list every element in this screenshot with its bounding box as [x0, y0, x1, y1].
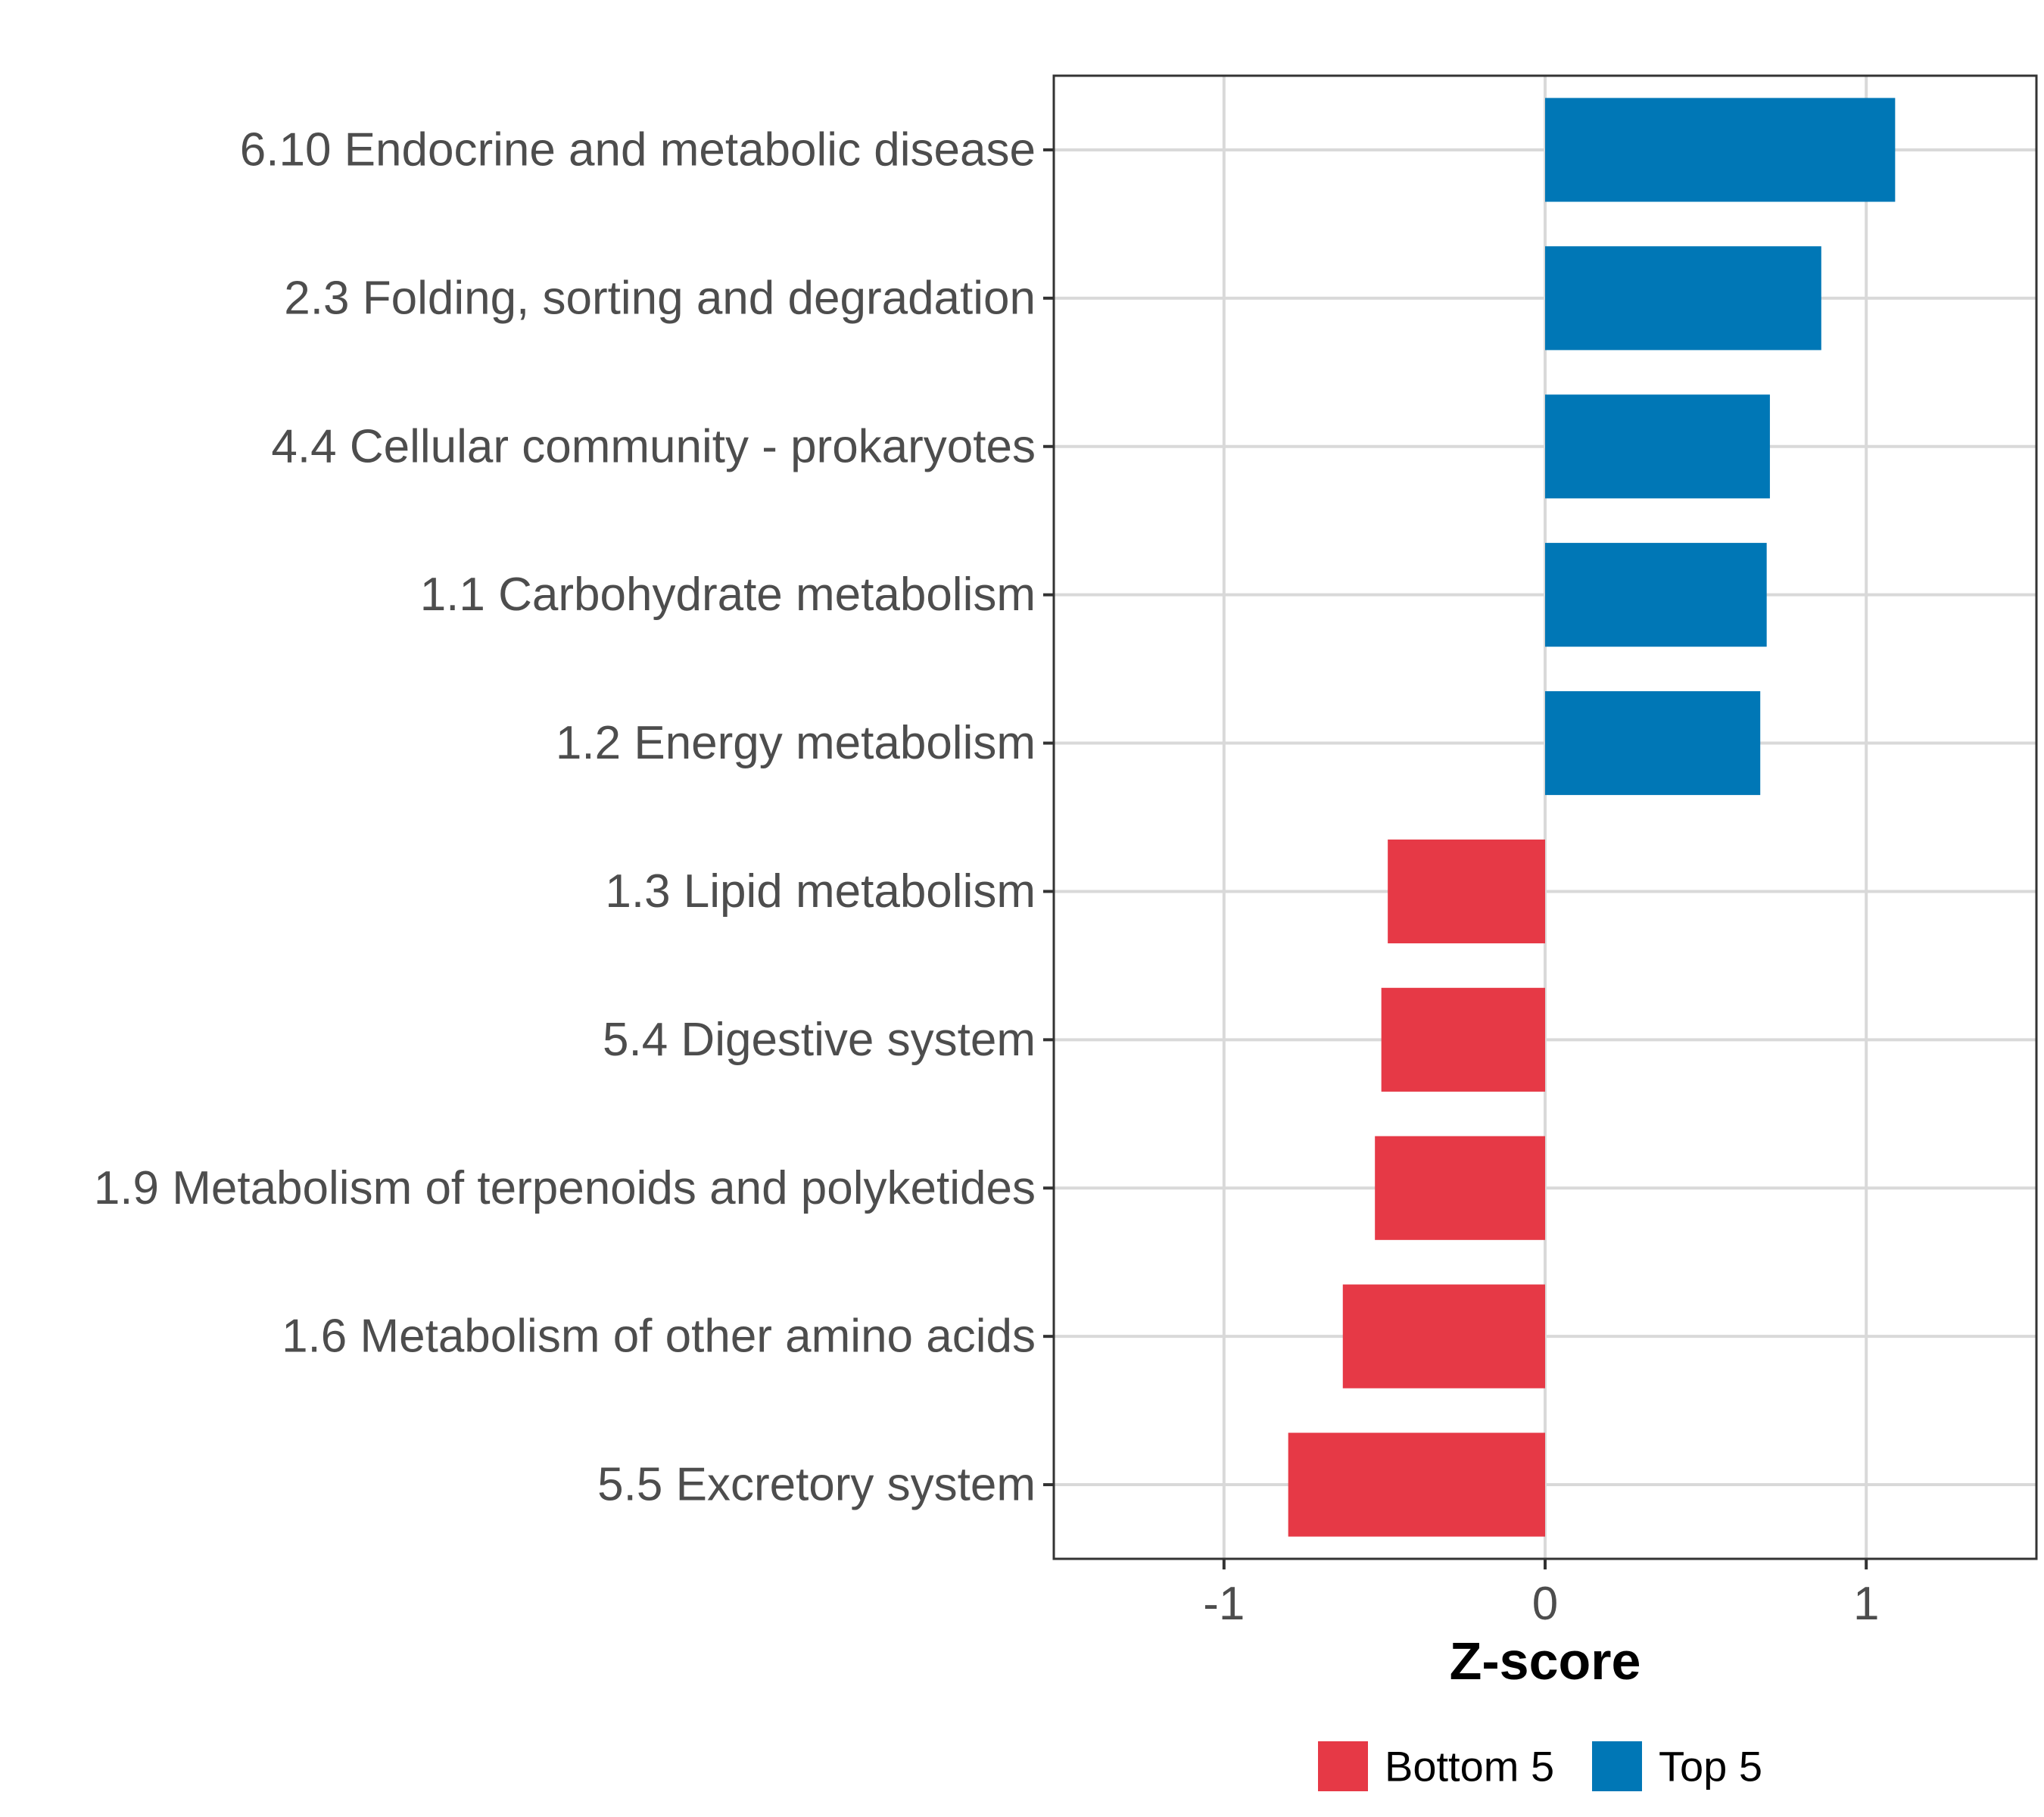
category-label: 1.1 Carbohydrate metabolism [420, 569, 1036, 621]
y-axis-ticks: 6.10 Endocrine and metabolic disease 2.3 … [94, 123, 1054, 1511]
category-label: 1.6 Metabolism of other amino acids [282, 1311, 1036, 1363]
x-tick-label: 0 [1532, 1578, 1558, 1630]
bar [1545, 98, 1896, 202]
category-label: 1.9 Metabolism of terpenoids and polyket… [94, 1162, 1036, 1214]
legend-label: Top 5 [1659, 1743, 1762, 1791]
bar [1381, 987, 1545, 1092]
x-tick-label: -1 [1203, 1578, 1245, 1630]
bar [1545, 394, 1770, 499]
x-axis-title: Z-score [1450, 1632, 1641, 1691]
category-label: 2.3 Folding, sorting and degradation [284, 272, 1036, 324]
legend-label: Bottom 5 [1385, 1743, 1554, 1791]
bars [1288, 98, 1896, 1537]
x-tick-label: 1 [1853, 1578, 1879, 1630]
category-label: 1.2 Energy metabolism [556, 717, 1036, 769]
bar [1388, 839, 1545, 944]
bar [1288, 1432, 1545, 1537]
category-label: 5.5 Excretory system [597, 1459, 1036, 1511]
category-label: 4.4 Cellular community - prokaryotes [271, 420, 1036, 472]
bar [1545, 690, 1761, 796]
category-label: 1.3 Lipid metabolism [605, 865, 1036, 918]
category-label: 5.4 Digestive system [603, 1014, 1036, 1066]
legend-key [1592, 1741, 1642, 1791]
legend-key [1318, 1741, 1368, 1791]
bar [1545, 543, 1767, 647]
category-label: 6.10 Endocrine and metabolic disease [240, 123, 1036, 176]
bar [1545, 246, 1821, 351]
bar [1375, 1136, 1545, 1240]
bar [1342, 1284, 1545, 1388]
legend: Bottom 5 Top 5 [1318, 1741, 1762, 1791]
x-axis-ticks: -1 0 1 [1203, 1559, 1879, 1630]
